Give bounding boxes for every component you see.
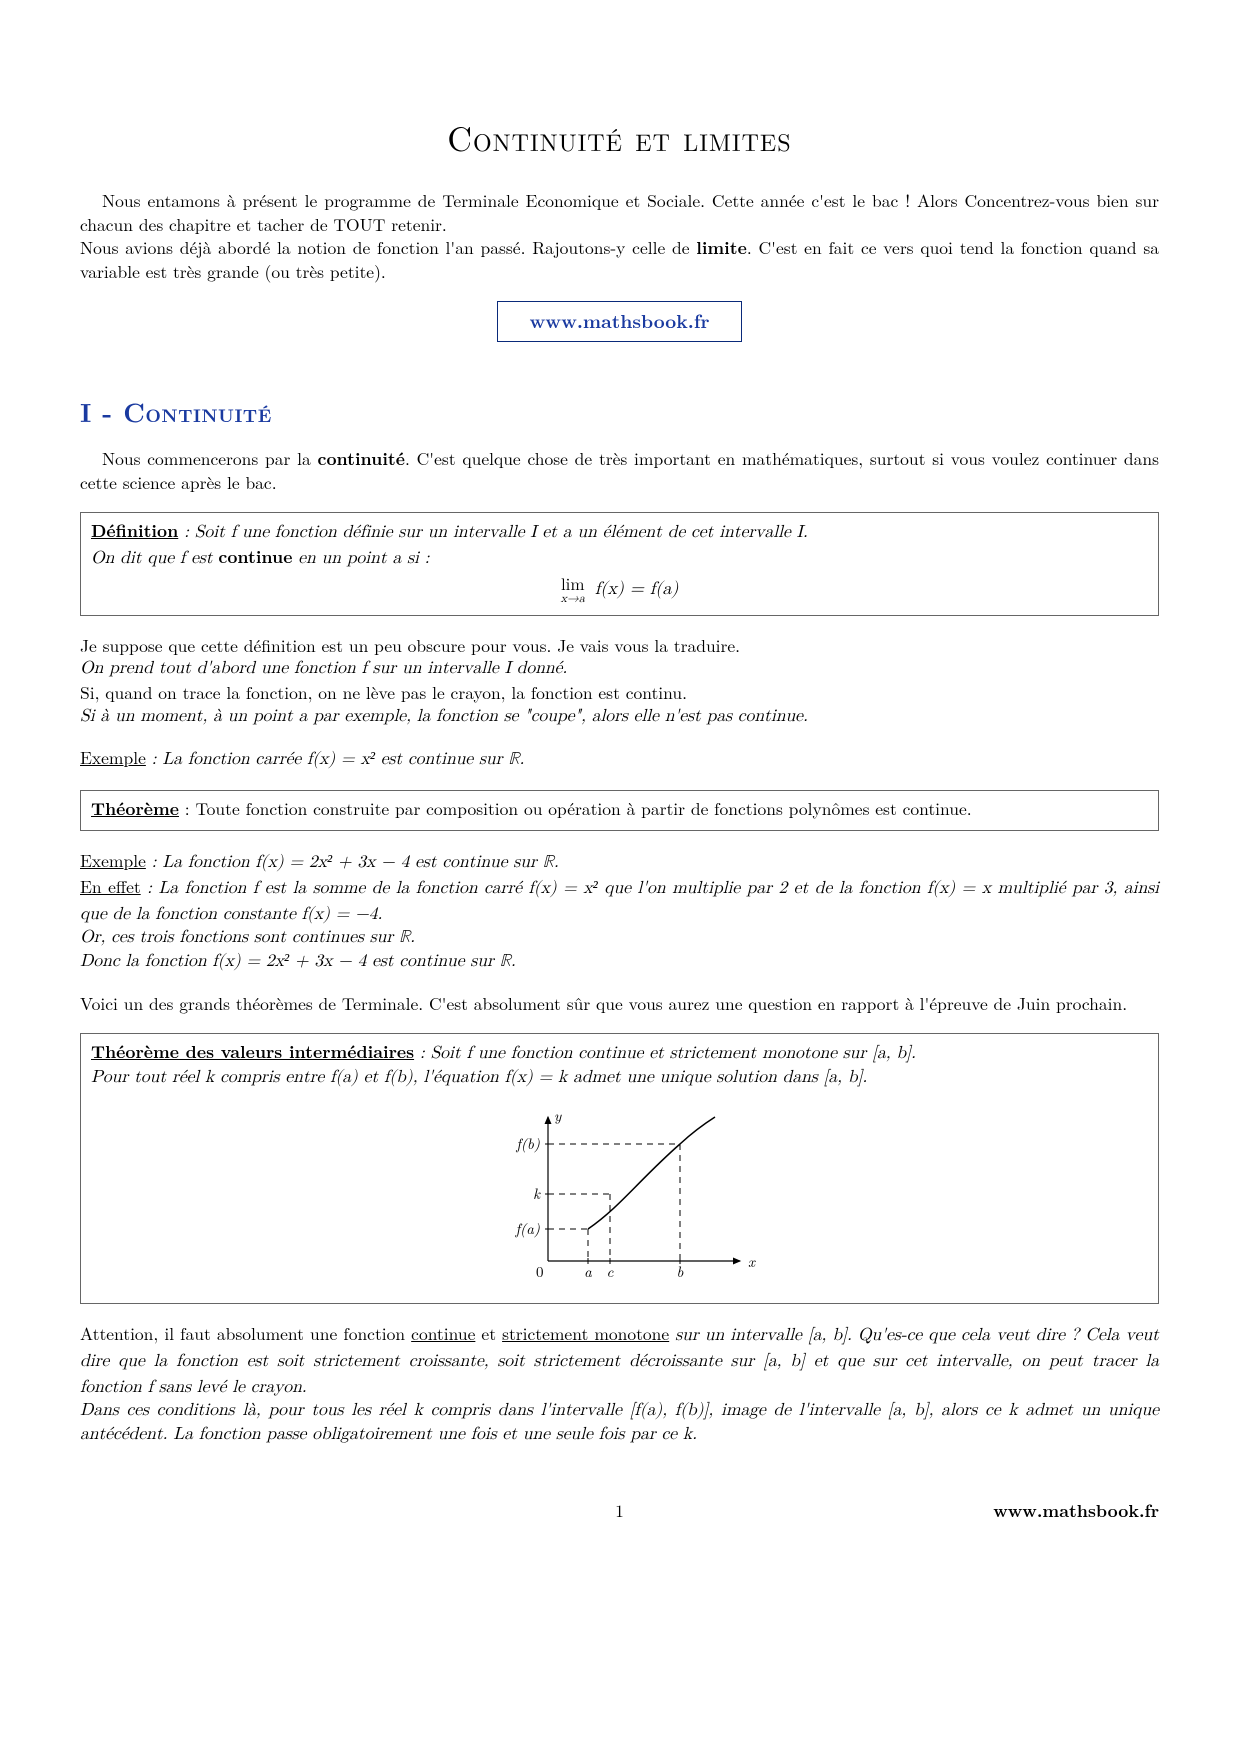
def-text1: : Soit f une fonction définie sur un int… xyxy=(178,524,807,541)
intro-block: Nous entamons à présent le programme de … xyxy=(80,189,1159,342)
ex2-l2-label: En effet xyxy=(80,874,141,899)
ex1-line: Exemple : La fonction carrée f(x) = x² e… xyxy=(80,746,1159,772)
document-title: Continuité et limites xyxy=(80,115,1159,161)
svg-text:x: x xyxy=(748,1251,756,1272)
definition-box: Définition : Soit f une fonction définie… xyxy=(80,512,1159,615)
website-link-text: www.mathsbook.fr xyxy=(530,306,710,334)
intro-p2a: Nous avions déjà abordé la notion de fon… xyxy=(80,235,696,260)
def-l2-bold: continue xyxy=(218,544,292,569)
expl-l2: On prend tout d'abord une fonction f sur… xyxy=(80,657,1159,681)
ivt-l1-text: : Soit f une fonction continue et strict… xyxy=(414,1045,916,1062)
ivt-l2: Pour tout réel k compris entre f(a) et f… xyxy=(91,1066,1148,1090)
lim-sub: x→a xyxy=(561,593,585,605)
section-1-heading: I - Continuité xyxy=(80,394,1159,429)
ex2-l3: Or, ces trois fonctions sont continues s… xyxy=(80,926,1159,950)
example-2: Exemple : La fonction f(x) = 2x² + 3x − … xyxy=(80,849,1159,973)
ivt-label: Théorème des valeurs intermédiaires xyxy=(91,1039,414,1064)
thm1-line: Théorème : Toute fonction construite par… xyxy=(91,797,1148,821)
ivt-box: Théorème des valeurs intermédiaires : So… xyxy=(80,1033,1159,1304)
att-a: Attention, il faut absolument une foncti… xyxy=(80,1321,411,1346)
intro-p2: Nous avions déjà abordé la notion de fon… xyxy=(80,236,1159,283)
section-1-intro: Nous commencerons par la continuité. C'e… xyxy=(80,447,1159,494)
ivt-intro-text: Voici un des grands théorèmes de Termina… xyxy=(80,992,1159,1016)
expl-l4: Si à un moment, à un point a par exemple… xyxy=(80,705,1159,729)
att-b: et xyxy=(475,1321,502,1346)
page-number: 1 xyxy=(615,1499,624,1523)
thm1-label: Théorème xyxy=(91,796,179,821)
svg-text:b: b xyxy=(676,1261,683,1282)
ex2-l1: Exemple : La fonction f(x) = 2x² + 3x − … xyxy=(80,849,1159,875)
example-1: Exemple : La fonction carrée f(x) = x² e… xyxy=(80,746,1159,772)
def-l2a: On dit que f est xyxy=(91,550,218,567)
svg-text:k: k xyxy=(533,1183,541,1204)
def-l2b: en un point a si : xyxy=(292,550,429,567)
theorem-1-box: Théorème : Toute fonction construite par… xyxy=(80,790,1159,832)
svg-text:a: a xyxy=(584,1261,592,1282)
section-1-p1: Nous commencerons par la continuité. C'e… xyxy=(80,447,1159,494)
page-footer: 1 www.mathsbook.fr xyxy=(80,1499,1159,1523)
ex2-l2: En effet : La fonction f est la somme de… xyxy=(80,875,1159,926)
ex2-l1-text: : La fonction f(x) = 2x² + 3x − 4 est co… xyxy=(146,854,559,871)
ivt-diagram: ac b f(a) k f(b) x y 0 xyxy=(470,1099,770,1289)
att-u2: strictement monotone xyxy=(502,1321,669,1346)
attention-block: Attention, il faut absolument une foncti… xyxy=(80,1322,1159,1446)
s1-p1-bold: continuité xyxy=(318,446,405,471)
ex1-text: : La fonction carrée f(x) = x² est conti… xyxy=(146,751,524,768)
att-p1: Attention, il faut absolument une foncti… xyxy=(80,1322,1159,1399)
ex2-l4: Donc la fonction f(x) = 2x² + 3x − 4 est… xyxy=(80,950,1159,974)
footer-website: www.mathsbook.fr xyxy=(993,1499,1159,1523)
lim-expr: f(x) = f(a) xyxy=(589,580,678,598)
explanation-block: Je suppose que cette définition est un p… xyxy=(80,634,1159,729)
def-line2: On dit que f est continue en un point a … xyxy=(91,545,1148,571)
def-line1: Définition : Soit f une fonction définie… xyxy=(91,519,1148,545)
intro-p2-bold: limite xyxy=(696,235,747,260)
intro-p1: Nous entamons à présent le programme de … xyxy=(80,189,1159,236)
svg-text:y: y xyxy=(554,1105,562,1126)
svg-text:c: c xyxy=(606,1261,614,1282)
ex2-l2-text: : La fonction f est la somme de la fonct… xyxy=(80,880,1159,923)
ex2-label: Exemple xyxy=(80,848,146,873)
lim-top: lim xyxy=(561,575,585,592)
expl-l3: Si, quand on trace la fonction, on ne lè… xyxy=(80,681,1159,705)
ex1-label: Exemple xyxy=(80,745,146,770)
svg-text:f(a): f(a) xyxy=(514,1218,540,1239)
expl-l1: Je suppose que cette définition est un p… xyxy=(80,634,1159,658)
att-u1: continue xyxy=(411,1321,475,1346)
s1-p1a: Nous commencerons par la xyxy=(102,446,318,471)
ivt-l1: Théorème des valeurs intermédiaires : So… xyxy=(91,1040,1148,1066)
def-label: Définition xyxy=(91,518,178,543)
page: Continuité et limites Nous entamons à pr… xyxy=(0,0,1239,1583)
svg-text:0: 0 xyxy=(536,1261,544,1282)
thm1-text: : Toute fonction construite par composit… xyxy=(179,796,972,821)
ivt-intro: Voici un des grands théorèmes de Termina… xyxy=(80,992,1159,1016)
limit-symbol: lim x→a xyxy=(561,575,585,605)
att-p2: Dans ces conditions là, pour tous les ré… xyxy=(80,1399,1159,1446)
def-equation: lim x→a f(x) = f(a) xyxy=(91,575,1148,605)
svg-text:f(b): f(b) xyxy=(515,1133,540,1154)
website-link-box[interactable]: www.mathsbook.fr xyxy=(497,301,742,342)
